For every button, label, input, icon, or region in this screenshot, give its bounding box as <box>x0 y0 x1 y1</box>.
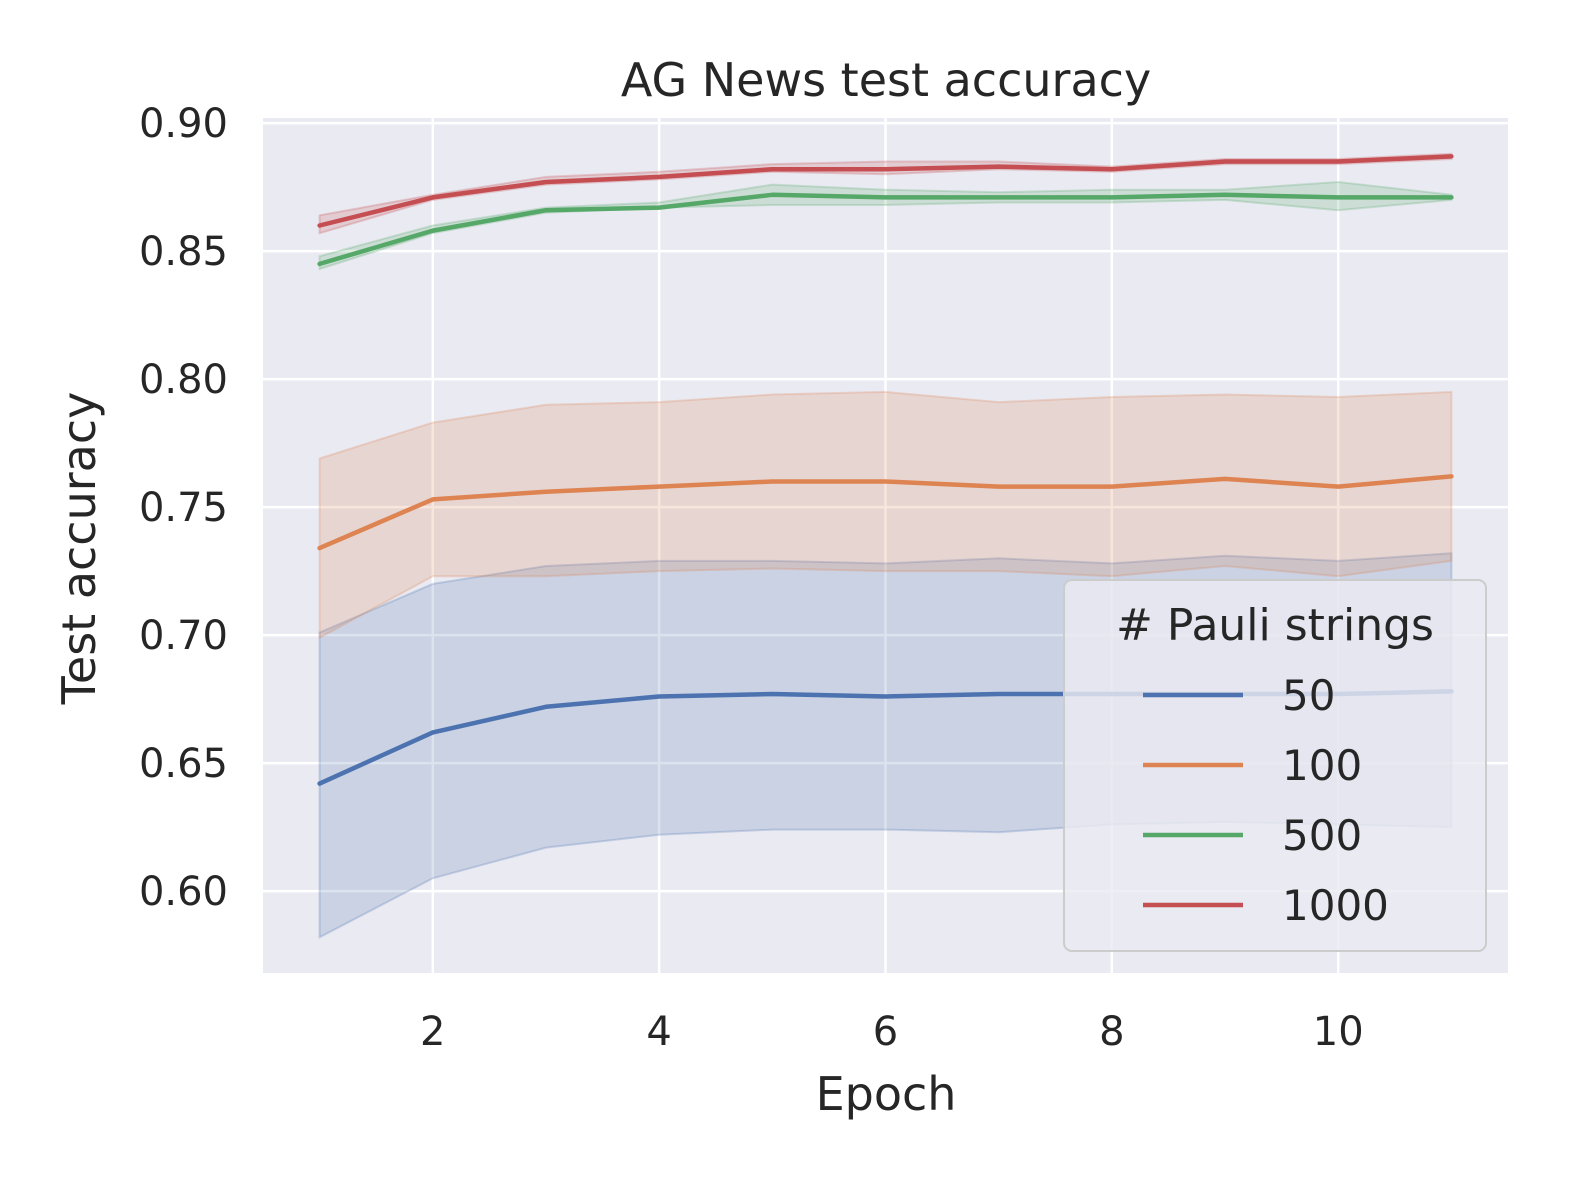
legend-label: 50 <box>1282 671 1335 720</box>
y-tick-label: 0.80 <box>139 357 228 403</box>
x-tick-label: 10 <box>1313 1009 1364 1055</box>
legend-label: 1000 <box>1282 881 1389 930</box>
line-500 <box>317 192 1454 267</box>
y-tick-label: 0.85 <box>139 229 228 275</box>
legend-item: 50 <box>1143 671 1335 720</box>
legend-item: 500 <box>1143 811 1362 860</box>
y-tick-label: 0.65 <box>139 741 228 787</box>
x-axis-label: Epoch <box>816 1067 957 1121</box>
legend-label: 500 <box>1282 811 1362 860</box>
line-100 <box>317 474 1454 551</box>
chart-title: AG News test accuracy <box>621 53 1151 107</box>
legend-item: 1000 <box>1143 881 1389 930</box>
y-tick-label: 0.90 <box>139 101 228 147</box>
legend: # Pauli strings 50 100 500 1000 <box>1063 579 1487 952</box>
y-tick-label: 0.75 <box>139 485 228 531</box>
line-1000 <box>317 154 1454 228</box>
legend-item: 100 <box>1143 741 1362 790</box>
band-100 <box>318 390 1453 640</box>
legend-box <box>1063 579 1487 952</box>
x-tick-label: 2 <box>420 1009 445 1055</box>
legend-label: 100 <box>1282 741 1362 790</box>
y-tick-label: 0.70 <box>139 613 228 659</box>
x-tick-label: 4 <box>646 1009 671 1055</box>
y-axis-label: Test accuracy <box>52 392 106 706</box>
x-tick-label: 6 <box>873 1009 898 1055</box>
x-tick-label: 8 <box>1099 1009 1124 1055</box>
y-tick-label: 0.60 <box>139 869 228 915</box>
legend-title: # Pauli strings <box>1116 600 1434 651</box>
